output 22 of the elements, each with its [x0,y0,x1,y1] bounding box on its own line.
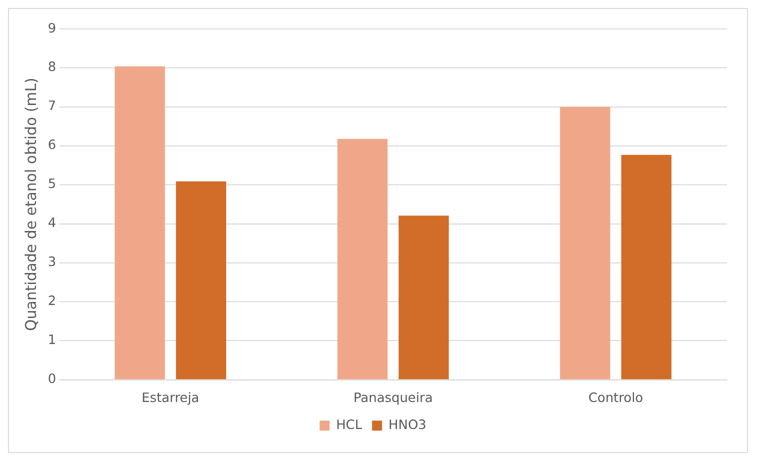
y-tick-label: 4 [48,216,56,232]
y-tick-label: 1 [48,333,56,348]
legend-label: HNO3 [388,418,426,433]
bar [560,106,610,380]
x-tick-label: Panasqueira [353,390,433,406]
y-tick-label: 7 [48,99,56,114]
bar [398,216,449,380]
bar [114,66,165,380]
y-tick-label: 0 [48,372,56,388]
y-tick-label: 5 [48,177,56,192]
y-tick-label: 9 [48,21,56,36]
y-tick-label: 6 [48,138,56,154]
bar [337,138,388,380]
bar [176,181,226,380]
y-axis-title: Quantidade de etanol obtido (mL) [22,78,40,331]
legend-label: HCL [336,418,363,433]
x-tick-label: Estarreja [142,390,200,406]
y-tick-label: 8 [48,60,56,76]
y-tick-label: 3 [48,255,56,270]
x-tick-label: Controlo [588,390,644,406]
y-tick-label: 2 [48,294,56,310]
bar [621,154,672,380]
